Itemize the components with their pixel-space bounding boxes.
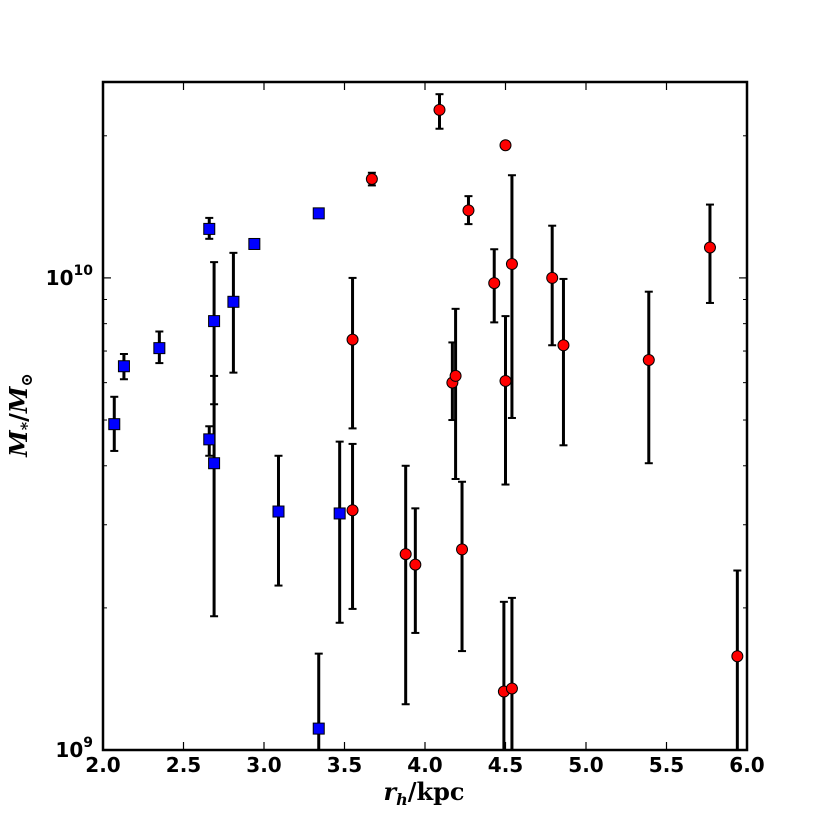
data-point-circle: [546, 271, 559, 284]
x-tick-label: 6.0: [729, 753, 764, 777]
data-point-circle: [399, 548, 412, 561]
data-point-circle: [499, 139, 512, 152]
data-point-circle: [642, 354, 655, 367]
data-point-circle: [731, 650, 744, 663]
data-point-square: [203, 433, 216, 446]
data-point-circle: [462, 204, 475, 217]
data-point-square: [208, 315, 221, 328]
data-point-circle: [456, 543, 469, 556]
data-point-circle: [505, 258, 518, 271]
data-point-square: [312, 207, 325, 220]
y-tick-label: 1010: [46, 263, 94, 290]
data-point-circle: [505, 682, 518, 695]
data-point-circle: [346, 333, 359, 346]
data-point-square: [227, 295, 240, 308]
data-point-circle: [557, 339, 570, 352]
y-tick-labels: 109 1010: [46, 263, 94, 762]
x-tick-label: 3.5: [327, 753, 362, 777]
x-tick-label: 4.0: [407, 753, 442, 777]
data-point-square: [108, 418, 121, 431]
y-axis-label: M*/M⊙: [4, 373, 36, 458]
data-point-circle: [499, 374, 512, 387]
data-point-circle: [409, 558, 422, 571]
data-point-circle: [346, 504, 359, 517]
x-tick-labels: 2.0 2.5 3.0 3.5 4.0 4.5 5.0 5.5 6.0: [85, 753, 764, 777]
x-tick-label: 5.0: [568, 753, 603, 777]
marker-layer: [108, 103, 744, 735]
data-point-square: [333, 507, 346, 520]
x-tick-label: 2.5: [166, 753, 201, 777]
x-tick-label: 4.5: [488, 753, 523, 777]
data-point-circle: [449, 369, 462, 382]
data-point-circle: [488, 277, 501, 290]
data-point-circle: [365, 172, 378, 185]
x-axis-label: rh/kpc: [383, 777, 464, 809]
x-tick-label: 2.0: [85, 753, 120, 777]
plot-frame: [101, 80, 749, 752]
x-tick-label: 3.0: [246, 753, 281, 777]
data-point-square: [117, 360, 130, 373]
data-point-square: [272, 505, 285, 518]
data-point-square: [208, 457, 221, 470]
data-point-square: [203, 222, 216, 235]
y-tick-label: 109: [55, 735, 93, 762]
data-point-square: [248, 237, 261, 250]
data-point-square: [312, 722, 325, 735]
data-point-circle: [433, 103, 446, 116]
x-tick-label: 5.5: [649, 753, 684, 777]
data-point-square: [153, 342, 166, 355]
data-point-circle: [703, 241, 716, 254]
